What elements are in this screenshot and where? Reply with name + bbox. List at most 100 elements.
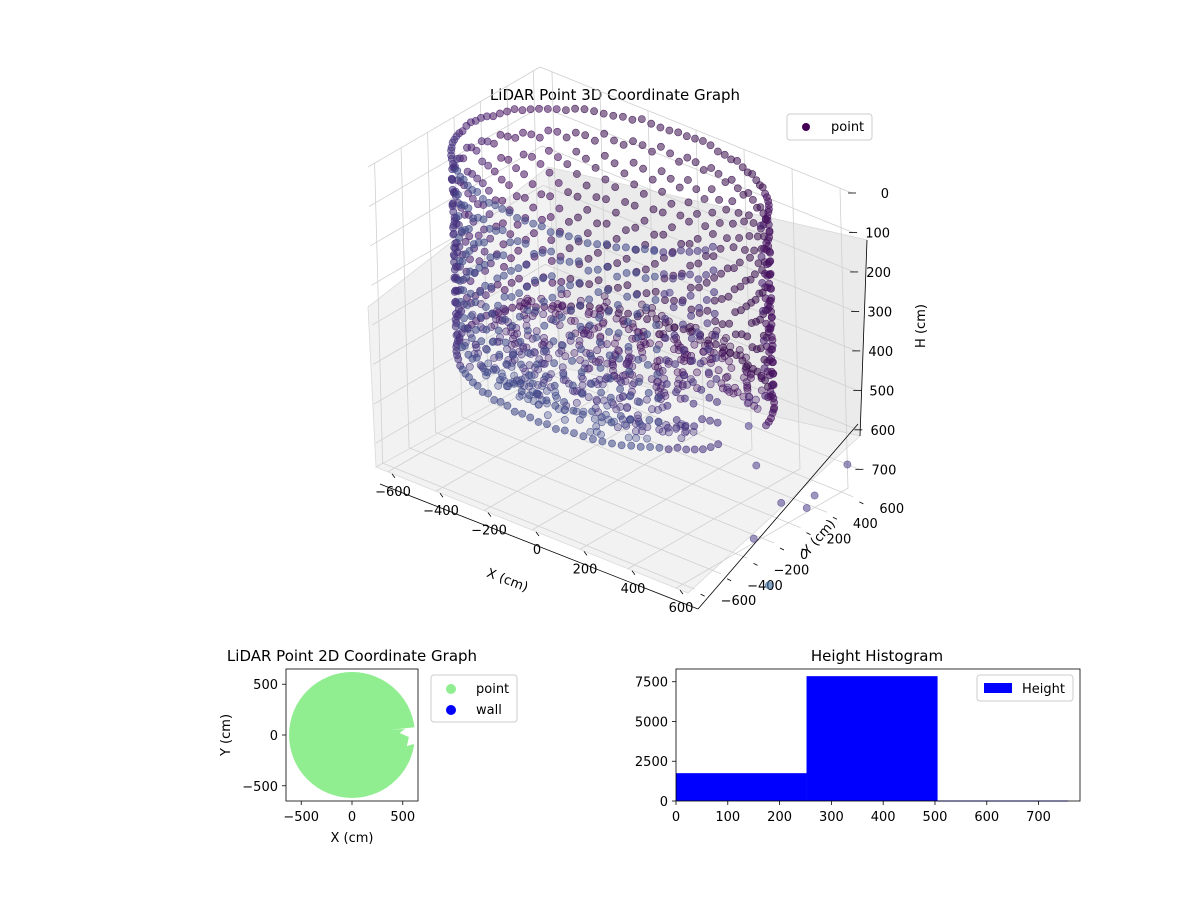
point-marker-3d [678,382,687,390]
point-marker-3d [679,320,687,329]
point-marker-3d [698,415,706,424]
point-marker-3d [539,274,547,283]
point-marker-3d [455,336,464,345]
point-marker-3d [612,314,621,323]
point-marker-3d [622,359,631,367]
point-marker-3d [534,418,543,426]
point-marker-3d [628,381,637,389]
point-marker-3d [699,445,707,454]
point-marker-3d [739,392,748,401]
point-marker-3d [652,345,661,354]
point-marker-3d [543,105,552,113]
point-marker-3d [723,385,731,394]
point-marker-3d [521,239,530,248]
point-marker-3d [648,147,656,156]
point-marker-3d [456,297,465,306]
point-marker-3d [507,328,516,337]
point-marker-3d [596,364,605,372]
point-marker-3d [743,381,752,390]
point-marker-3d [518,106,527,115]
point-marker-3d [496,376,504,384]
point-marker-3d [757,372,766,381]
x-tick-label-histogram: 100 [715,810,740,825]
point-marker-3d [617,378,626,387]
point-marker-3d [498,226,507,235]
point-marker-3d [611,339,619,348]
point-marker-3d [528,379,537,388]
point-marker-3d [499,251,508,260]
point-marker-3d [621,198,629,206]
point-marker-3d [641,274,650,283]
point-marker-3d [690,445,699,454]
point-marker-3d [594,248,602,257]
point-marker-3d [624,433,633,442]
point-marker-3d [513,220,522,229]
point-marker-3d [666,149,674,158]
point-marker-3d [751,270,759,279]
point-marker-3d [595,313,603,322]
point-marker-3d [474,231,483,240]
point-marker-3d [546,192,554,201]
point-marker-3d [510,379,518,388]
point-marker-3d [548,293,557,302]
legend-3d-frame [786,113,873,141]
point-marker-3d [686,291,695,300]
point-marker-3d [561,405,569,414]
point-marker-3d [668,249,677,258]
point-marker-3d [570,349,579,357]
point-marker-3d [529,219,538,228]
point-marker-3d [752,461,761,470]
point-marker-3d [509,350,518,359]
x-tick-mark [583,551,588,556]
point-marker-3d [777,498,786,507]
point-marker-3d [555,321,564,329]
point-marker-3d [707,359,715,367]
point-marker-3d [631,223,640,232]
point-marker-3d [595,375,604,384]
y-tick-label: −200 [774,563,810,578]
point-marker-3d [585,280,594,288]
point-marker-3d [693,247,702,255]
point-marker-3d [552,105,561,113]
point-marker-3d [574,234,582,243]
point-marker-3d [472,343,481,352]
point-marker-3d [612,234,621,243]
opening-notch-2d [390,726,418,748]
point-marker-3d [706,416,714,425]
point-marker-3d [761,294,770,303]
point-marker-3d [562,106,570,114]
point-marker-3d [575,337,584,345]
point-marker-3d [520,193,529,202]
point-marker-3d [639,164,647,173]
point-marker-3d [587,380,596,388]
point-marker-3d [612,243,621,252]
point-marker-3d [635,377,643,386]
point-marker-3d [478,157,487,166]
point-marker-3d [597,413,606,421]
point-marker-3d [512,164,520,173]
point-marker-3d [545,146,553,155]
point-marker-3d [546,228,555,236]
y-axis-line [697,423,859,610]
point-marker-3d [574,213,582,222]
point-marker-3d [660,270,668,278]
point-marker-3d [585,295,593,304]
point-marker-3d [555,229,564,238]
point-marker-3d [743,386,752,394]
point-marker-3d [746,370,755,379]
point-marker-3d [709,230,717,238]
point-marker-3d [763,283,772,292]
point-marker-3d [600,292,609,300]
point-marker-3d [571,104,579,113]
point-marker-3d [642,289,651,298]
point-marker-3d [715,195,723,204]
point-marker-3d [522,282,531,291]
point-marker-3d [702,278,711,287]
point-marker-3d [554,179,563,187]
point-marker-3d [679,346,688,355]
point-marker-3d [543,386,551,395]
point-marker-3d [530,229,538,238]
point-marker-3d [499,271,508,280]
point-marker-3d [480,247,489,256]
point-marker-3d [630,180,639,189]
